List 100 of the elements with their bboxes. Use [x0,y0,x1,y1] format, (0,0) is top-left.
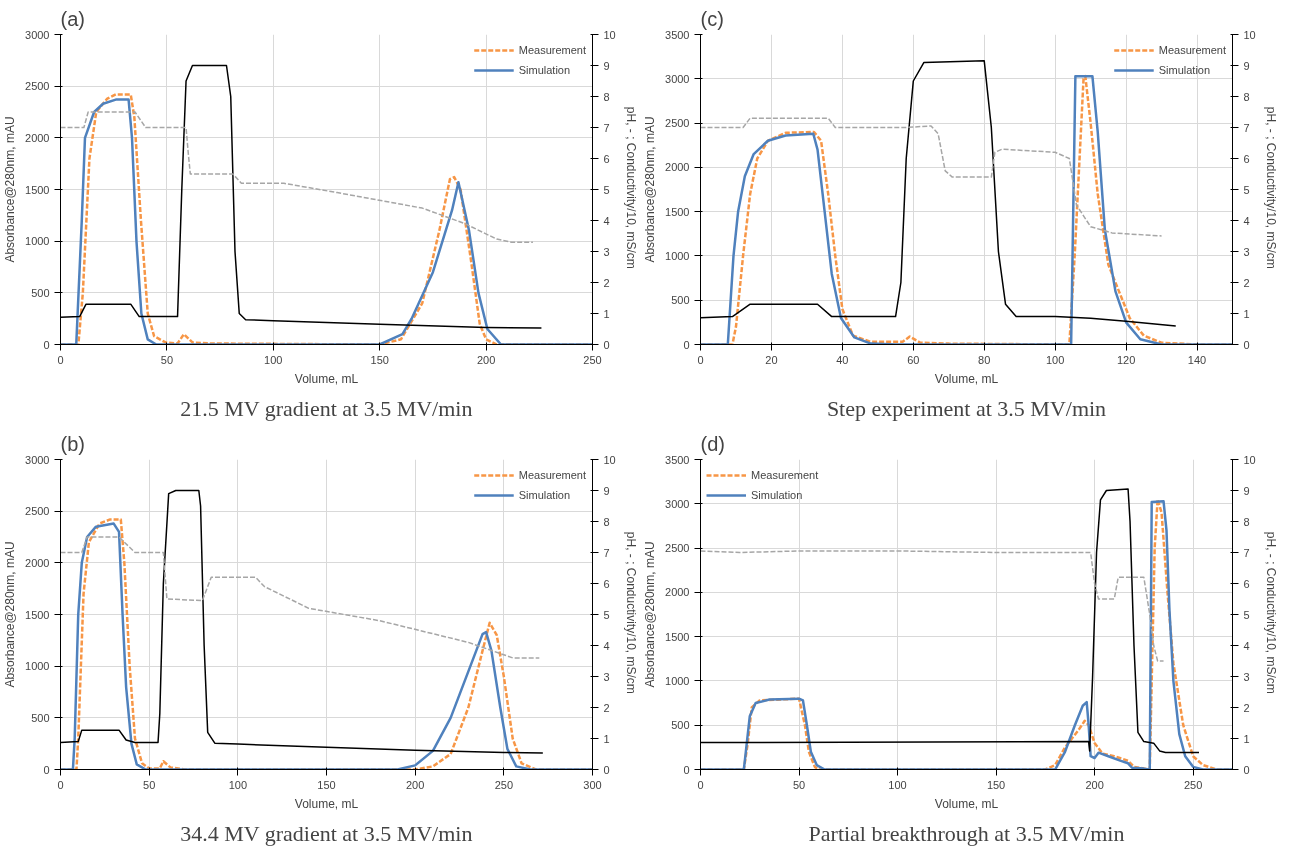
y-tick-label: 1000 [665,674,690,687]
y-tick-label: 0 [43,763,50,776]
y2-tick-label: 4 [603,639,610,652]
x-tick-label: 50 [143,778,156,791]
y-tick-label: 0 [43,338,50,351]
y2-tick-label: 0 [1243,763,1250,776]
y2-tick-label: 0 [603,338,610,351]
y2-tick-label: 9 [1243,484,1250,497]
chart-title: (a) [60,7,85,30]
x-tick-label: 200 [476,353,496,366]
y2-tick-label: 10 [1243,453,1256,466]
legend-label: Simulation [1158,64,1211,76]
x-tick-label: 20 [765,353,778,366]
y-tick-label: 2500 [665,117,690,130]
x-tick-label: 200 [405,778,425,791]
y2-tick-label: 2 [1243,276,1250,289]
y2-tick-label: 8 [603,90,610,103]
y2-tick-label: 7 [603,546,610,559]
y2-tick-label: 3 [603,670,610,683]
legend-label: Simulation [751,489,803,501]
x-tick-label: 150 [370,353,389,366]
y2-tick-label: 1 [1243,307,1250,320]
y2-tick-label: 5 [1243,183,1250,196]
y2-tick-label: 7 [1243,121,1250,134]
x-tick-label: 50 [792,778,806,791]
x-tick-label: 100 [888,778,907,791]
y-tick-label: 1500 [665,630,690,643]
legend-label: Measurement [518,469,586,481]
y2-tick-label: 6 [603,152,610,165]
y2-tick-label: 5 [603,183,610,196]
x-tick-label: 300 [583,778,602,791]
text: Partial breakthrough at 3.5 MV/min [808,820,1125,846]
y2-tick-label: 3 [603,245,610,258]
y2-axis-title: pH, - ; Conductivity/10, mS/cm [623,531,638,694]
x-axis-title: Volume, mL [294,371,359,386]
y-axis-title: Absorbance@280nm, mAU [3,541,18,688]
y-axis-title: Absorbance@280nm, mAU [3,116,18,263]
y2-axis-title: pH, - ; Conductivity/10, mS/cm [1263,531,1278,694]
y2-tick-label: 10 [603,28,616,41]
x-tick-label: 80 [978,353,991,366]
y-tick-label: 2500 [25,505,50,518]
y2-tick-label: 2 [603,701,610,714]
y2-tick-label: 0 [1243,338,1250,351]
y-tick-label: 3000 [665,72,690,85]
y2-tick-label: 4 [1243,639,1250,652]
y-tick-label: 0 [683,763,690,776]
y-tick-label: 1500 [25,183,50,196]
x-tick-label: 200 [1085,778,1104,791]
y-tick-label: 2500 [25,80,50,93]
y2-tick-label: 9 [603,59,610,72]
y-tick-label: 3000 [25,28,50,41]
y2-tick-label: 8 [603,515,610,528]
y-tick-label: 3000 [665,497,690,510]
y2-tick-label: 6 [1243,152,1250,165]
x-tick-label: 150 [317,778,336,791]
x-tick-label: 100 [264,353,283,366]
y-tick-label: 2500 [665,542,690,555]
y-tick-label: 2000 [25,131,50,144]
y2-tick-label: 10 [603,453,616,466]
y2-tick-label: 2 [603,276,610,289]
y-tick-label: 500 [671,294,690,307]
y2-tick-label: 3 [1243,670,1250,683]
y2-tick-label: 4 [603,214,610,227]
y-tick-label: 0 [683,338,690,351]
y-tick-label: 1000 [25,660,50,673]
legend-label: Measurement [518,44,586,56]
x-tick-label: 0 [57,353,64,366]
legend-label: Measurement [751,469,819,481]
y-axis-title: Absorbance@280nm, mAU [643,541,658,688]
x-tick-label: 50 [160,353,174,366]
y2-tick-label: 9 [603,484,610,497]
x-tick-label: 40 [836,353,849,366]
y-tick-label: 3500 [665,28,690,41]
y-tick-label: 3500 [665,453,690,466]
y2-tick-label: 4 [1243,214,1250,227]
chart-title: (c) [700,7,724,30]
x-axis-title: Volume, mL [934,796,999,811]
y2-tick-label: 8 [1243,90,1250,103]
x-tick-label: 60 [907,353,920,366]
y2-tick-label: 5 [1243,608,1250,621]
x-axis-title: Volume, mL [294,796,359,811]
y2-tick-label: 7 [1243,546,1250,559]
y2-tick-label: 1 [603,732,610,745]
y2-tick-label: 5 [603,608,610,621]
text: 34.4 MV gradient at 3.5 MV/min [180,820,473,846]
x-tick-label: 250 [1183,778,1203,791]
y-tick-label: 1000 [25,235,50,248]
chart-title: (d) [700,432,725,455]
y2-tick-label: 10 [1243,28,1256,41]
y-tick-label: 1500 [665,205,690,218]
y2-tick-label: 7 [603,121,610,134]
x-tick-label: 120 [1116,353,1136,366]
y2-tick-label: 6 [603,577,610,590]
x-tick-label: 100 [228,778,248,791]
chart-title: (b) [60,432,85,455]
legend-label: Measurement [1158,44,1226,56]
y2-axis-title: pH, - ; Conductivity/10, mS/cm [623,106,638,269]
y-tick-label: 3000 [25,453,50,466]
x-axis-title: Volume, mL [934,371,999,386]
x-tick-label: 0 [697,778,704,791]
